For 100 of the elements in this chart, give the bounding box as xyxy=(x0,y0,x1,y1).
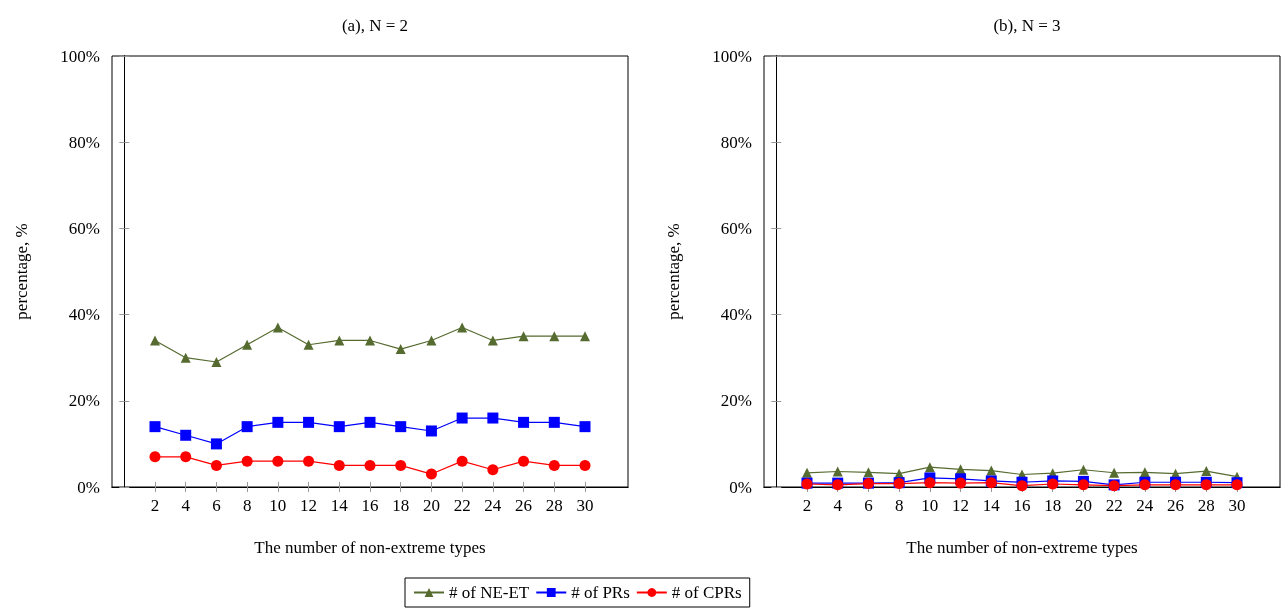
point xyxy=(456,455,468,467)
point xyxy=(242,339,253,350)
y-tick-label: 40% xyxy=(720,305,752,325)
y-axis-title: percentage, % xyxy=(664,223,683,320)
x-tick-label: 6 xyxy=(212,496,221,515)
point xyxy=(395,421,407,433)
point xyxy=(303,339,314,350)
point xyxy=(241,455,253,467)
point xyxy=(426,335,437,346)
y-tick-label: 20% xyxy=(720,391,752,411)
point xyxy=(149,421,161,433)
point xyxy=(580,331,590,342)
point xyxy=(210,438,222,450)
point xyxy=(487,412,499,424)
point xyxy=(1109,467,1120,478)
x-tick-label: 8 xyxy=(242,496,252,515)
x-tick-label: 26 xyxy=(1167,496,1185,515)
point xyxy=(150,335,160,346)
point xyxy=(180,429,192,441)
y-tick-label: 100% xyxy=(60,46,100,66)
x-tick-label: 18 xyxy=(1044,496,1062,515)
legend-label: # of CPRs xyxy=(671,583,742,602)
point xyxy=(548,459,560,471)
x-tick-label: 2 xyxy=(150,496,160,515)
x-tick-label: 24 xyxy=(484,496,502,515)
chart-title: (a), N = 2 xyxy=(341,16,409,35)
y-tick-label: 0% xyxy=(77,477,100,497)
point xyxy=(924,477,936,489)
point xyxy=(425,468,437,480)
y-tick-label: 80% xyxy=(68,132,100,152)
point xyxy=(1201,466,1212,477)
x-tick-label: 28 xyxy=(545,496,563,515)
point xyxy=(303,416,315,428)
point xyxy=(457,322,468,333)
y-tick-label: 60% xyxy=(68,218,100,238)
x-tick-label: 22 xyxy=(1105,496,1123,515)
x-tick-label: 4 xyxy=(833,496,843,515)
x-tick-label: 6 xyxy=(864,496,873,515)
x-tick-label: 8 xyxy=(894,496,904,515)
point xyxy=(548,416,560,428)
point xyxy=(272,416,284,428)
point xyxy=(863,467,874,478)
y-tick-label: 80% xyxy=(720,132,752,152)
point xyxy=(1139,467,1150,478)
point xyxy=(1077,479,1089,491)
point xyxy=(272,322,283,333)
point xyxy=(579,459,591,471)
point xyxy=(334,335,345,346)
point xyxy=(955,477,967,489)
y-tick-label: 40% xyxy=(68,305,100,325)
y-axis-title: percentage, % xyxy=(12,223,31,320)
point xyxy=(365,335,375,346)
x-tick-label: 20 xyxy=(1074,496,1092,515)
x-tick-label: 30 xyxy=(1228,496,1246,515)
point xyxy=(579,421,591,433)
point xyxy=(518,455,530,467)
point xyxy=(456,412,468,424)
x-tick-label: 10 xyxy=(269,496,287,515)
point xyxy=(333,459,345,471)
x-tick-label: 2 xyxy=(802,496,812,515)
y-tick-label: 60% xyxy=(720,218,752,238)
x-tick-label: 28 xyxy=(1197,496,1215,515)
point xyxy=(364,459,376,471)
point xyxy=(1078,464,1089,475)
x-tick-label: 24 xyxy=(1136,496,1154,515)
x-tick-label: 12 xyxy=(952,496,970,515)
legend-label: # of PRs xyxy=(571,583,630,602)
y-tick-label: 0% xyxy=(729,477,752,497)
x-tick-label: 12 xyxy=(300,496,318,515)
point xyxy=(180,352,191,363)
point xyxy=(364,416,376,428)
x-tick-label: 10 xyxy=(921,496,939,515)
point xyxy=(487,464,499,476)
x-tick-label: 26 xyxy=(515,496,533,515)
point xyxy=(395,344,406,355)
x-tick-label: 14 xyxy=(330,496,349,515)
point xyxy=(395,459,407,471)
point xyxy=(272,455,284,467)
x-tick-label: 16 xyxy=(361,496,379,515)
x-tick-label: 4 xyxy=(181,496,191,515)
legend-label: # of NE-ET xyxy=(449,583,530,602)
point xyxy=(149,451,161,463)
x-tick-label: 22 xyxy=(453,496,471,515)
x-axis-title: The number of non-extreme types xyxy=(906,538,1138,557)
point xyxy=(241,421,253,433)
x-axis-title: The number of non-extreme types xyxy=(254,538,486,557)
chart-title: (b), N = 3 xyxy=(993,16,1061,35)
x-tick-label: 20 xyxy=(422,496,440,515)
point xyxy=(211,357,222,368)
point xyxy=(487,335,498,346)
x-tick-label: 18 xyxy=(392,496,410,515)
x-tick-label: 30 xyxy=(576,496,594,515)
point xyxy=(518,331,529,342)
point xyxy=(210,459,222,471)
point xyxy=(802,467,812,478)
point xyxy=(333,421,345,433)
point xyxy=(924,462,935,473)
y-tick-label: 20% xyxy=(68,391,100,411)
point xyxy=(425,425,437,437)
point xyxy=(832,466,843,477)
